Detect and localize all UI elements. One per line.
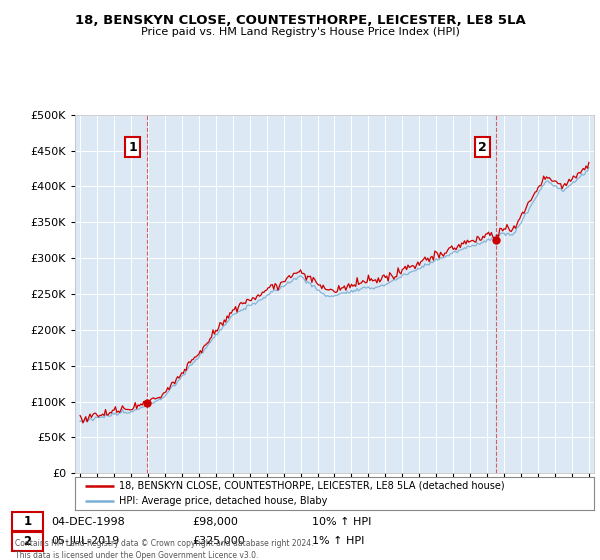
- Text: Contains HM Land Registry data © Crown copyright and database right 2024.
This d: Contains HM Land Registry data © Crown c…: [15, 539, 314, 560]
- Text: £325,000: £325,000: [192, 536, 245, 546]
- Text: 1% ↑ HPI: 1% ↑ HPI: [312, 536, 364, 546]
- Text: £98,000: £98,000: [192, 516, 238, 526]
- Text: 1: 1: [23, 515, 32, 528]
- Text: 05-JUL-2019: 05-JUL-2019: [51, 536, 119, 546]
- Text: Price paid vs. HM Land Registry's House Price Index (HPI): Price paid vs. HM Land Registry's House …: [140, 27, 460, 37]
- Text: 18, BENSKYN CLOSE, COUNTESTHORPE, LEICESTER, LE8 5LA (detached house): 18, BENSKYN CLOSE, COUNTESTHORPE, LEICES…: [119, 481, 505, 491]
- Text: 1: 1: [128, 141, 137, 153]
- Text: 2: 2: [23, 535, 32, 548]
- Text: 10% ↑ HPI: 10% ↑ HPI: [312, 516, 371, 526]
- FancyBboxPatch shape: [12, 531, 43, 551]
- Text: HPI: Average price, detached house, Blaby: HPI: Average price, detached house, Blab…: [119, 496, 328, 506]
- Text: 2: 2: [478, 141, 487, 153]
- Text: 04-DEC-1998: 04-DEC-1998: [51, 516, 125, 526]
- FancyBboxPatch shape: [12, 512, 43, 531]
- Text: 18, BENSKYN CLOSE, COUNTESTHORPE, LEICESTER, LE8 5LA: 18, BENSKYN CLOSE, COUNTESTHORPE, LEICES…: [74, 14, 526, 27]
